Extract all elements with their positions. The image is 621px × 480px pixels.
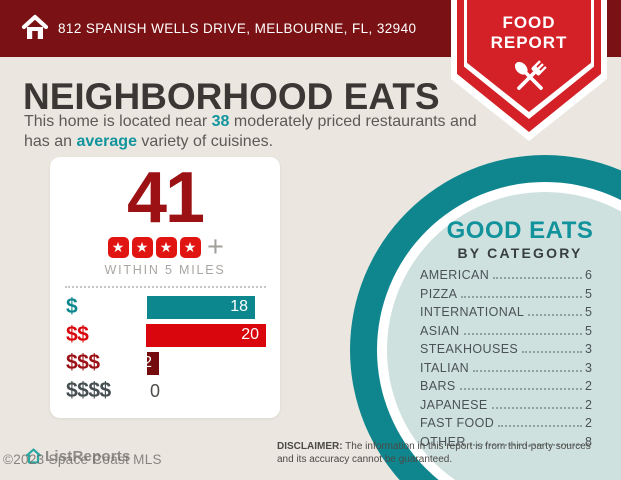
dotted-leader xyxy=(459,388,583,390)
category-count: 2 xyxy=(585,397,592,412)
category-label: JAPANESE xyxy=(420,397,488,412)
category-count: 5 xyxy=(585,323,592,338)
category-row: FAST FOOD 2 xyxy=(420,416,592,435)
category-label: ITALIAN xyxy=(420,360,470,375)
bar-zone: 18 xyxy=(147,295,266,319)
category-count: 2 xyxy=(585,379,592,393)
dotted-leader xyxy=(461,295,583,298)
category-count: 3 xyxy=(585,360,592,375)
category-count: 3 xyxy=(585,342,592,356)
listreports-house-icon xyxy=(25,448,42,464)
category-row: ASIAN 5 xyxy=(420,324,592,343)
star-rating: ★ ★ ★ ★ + xyxy=(50,231,280,263)
price-bar-value: 18 xyxy=(230,298,248,315)
category-count: 5 xyxy=(585,286,592,301)
dotted-leader xyxy=(491,406,583,409)
good-eats-list: AMERICAN 6 PIZZA 5 INTERNATIONAL 5 ASIAN 5 STEAK… xyxy=(420,268,592,453)
category-label: STEAKHOUSES xyxy=(420,342,519,356)
dotted-leader xyxy=(463,332,583,335)
price-row: $18 xyxy=(66,293,266,321)
price-level-label: $$ xyxy=(66,323,89,346)
intro-line-2: has an average variety of cuisines. xyxy=(24,132,494,152)
price-bar-value: 2 xyxy=(143,354,152,371)
price-bar: 2 xyxy=(143,351,159,375)
radius-label: WITHIN 5 MILES xyxy=(104,263,226,277)
ribbon-title-line1: FOOD xyxy=(502,13,556,32)
price-bar: 18 xyxy=(147,295,255,319)
listreports-logo: ListReports xyxy=(24,447,131,465)
price-row: $$ 20 xyxy=(66,321,266,349)
dotted-leader xyxy=(469,443,583,446)
price-bar: 20 xyxy=(146,323,266,347)
price-level-chart: $18 $$ 20 $$$ 2 $$$$ 0 xyxy=(50,291,280,405)
category-row: AMERICAN 6 xyxy=(420,268,592,287)
intro-text-segment: has an xyxy=(24,133,77,150)
category-label: BARS xyxy=(420,379,456,393)
category-label: PIZZA xyxy=(420,286,458,301)
category-label: FAST FOOD xyxy=(420,416,495,430)
category-count: 8 xyxy=(585,434,592,449)
property-address: 812 SPANISH WELLS DRIVE, MELBOURNE, FL, … xyxy=(58,21,417,36)
category-label: ASIAN xyxy=(420,323,460,338)
price-bar-value: 0 xyxy=(150,380,161,401)
score-card: 41 ★ ★ ★ ★ + WITHIN 5 MILES $18 $$ 20 $$$ 2 $$$$ 0 xyxy=(50,157,280,418)
disclaimer-label: DISCLAIMER: xyxy=(277,441,343,452)
dotted-leader xyxy=(522,351,583,353)
intro-text-segment: This home is located near xyxy=(24,113,212,130)
home-icon xyxy=(21,14,49,39)
bar-zone: 2 xyxy=(143,351,266,375)
intro-text-segment: moderately priced restaurants and xyxy=(229,113,477,130)
price-level-label: $$$ xyxy=(66,351,100,374)
category-row: BARS 2 xyxy=(420,379,592,398)
category-label: INTERNATIONAL xyxy=(420,305,525,319)
dotted-leader xyxy=(493,277,583,279)
page-title: NEIGHBORHOOD EATS xyxy=(23,76,440,117)
price-bar-value: 20 xyxy=(241,326,259,343)
disclaimer-text: The information in this report is from t… xyxy=(277,441,591,465)
bar-zone: 0 xyxy=(147,381,266,402)
category-row: JAPANESE 2 xyxy=(420,398,592,417)
card-divider xyxy=(65,286,266,288)
intro-text-segment: variety of cuisines. xyxy=(136,133,274,150)
variety-highlight: average xyxy=(76,133,137,150)
dotted-leader xyxy=(473,369,583,372)
disclaimer: DISCLAIMER: The information in this repo… xyxy=(277,441,602,466)
category-row: INTERNATIONAL 5 xyxy=(420,305,592,324)
mls-watermark: ©2023 Space Coast MLS xyxy=(3,452,162,467)
intro-line-1: This home is located near 38 moderately … xyxy=(24,112,494,132)
good-eats-title: GOOD EATS xyxy=(446,217,594,244)
restaurant-score: 41 xyxy=(126,158,205,238)
utensils-icon xyxy=(514,60,547,90)
dotted-leader xyxy=(528,314,583,316)
category-label: OTHER xyxy=(420,434,466,449)
price-row: $$$$ 0 xyxy=(66,377,266,405)
star-icon: ★ xyxy=(179,236,201,258)
category-count: 6 xyxy=(585,268,592,282)
good-eats-subtitle: BY CATEGORY xyxy=(457,245,583,261)
category-count: 5 xyxy=(585,305,592,319)
category-row: ITALIAN 3 xyxy=(420,361,592,380)
restaurant-count: 38 xyxy=(211,113,230,130)
intro-text: This home is located near 38 moderately … xyxy=(24,112,494,152)
category-count: 2 xyxy=(585,416,592,430)
star-icon: ★ xyxy=(155,236,177,258)
bar-zone: 20 xyxy=(146,323,266,347)
category-row: PIZZA 5 xyxy=(420,287,592,306)
food-report-ribbon: FOOD REPORT xyxy=(451,0,607,141)
dotted-leader xyxy=(498,425,583,427)
price-level-label: $$$$ xyxy=(66,379,111,402)
price-level-label: $ xyxy=(66,295,78,318)
plus-icon: + xyxy=(207,231,224,263)
ribbon-title-line2: REPORT xyxy=(490,33,568,52)
star-icon: ★ xyxy=(131,236,153,258)
listreports-logo-text: ListReports xyxy=(45,447,131,465)
ribbon-title: FOOD REPORT xyxy=(451,13,607,53)
category-row: STEAKHOUSES 3 xyxy=(420,342,592,361)
star-icon: ★ xyxy=(107,236,129,258)
category-row: OTHER 8 xyxy=(420,435,592,454)
price-row: $$$ 2 xyxy=(66,349,266,377)
category-label: AMERICAN xyxy=(420,268,490,282)
